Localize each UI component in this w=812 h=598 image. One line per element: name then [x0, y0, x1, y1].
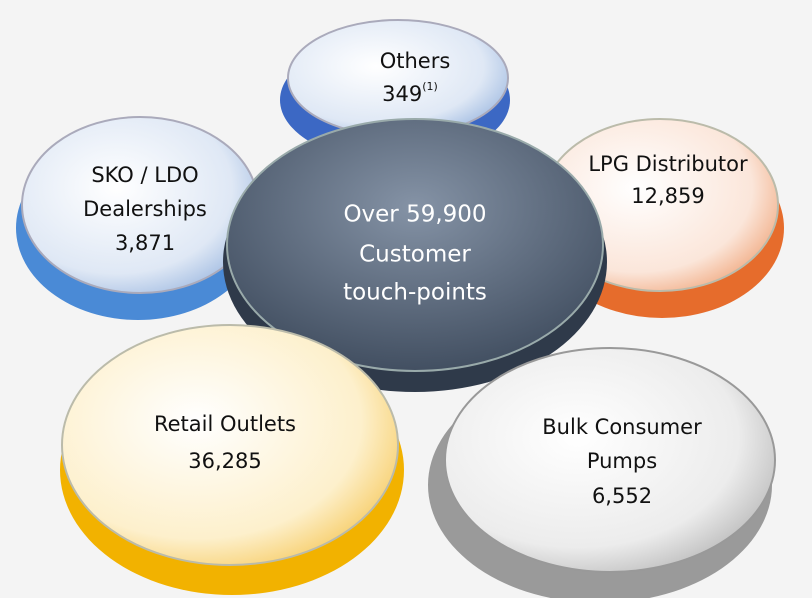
piece-bulk	[428, 348, 775, 598]
node-value: 36,285	[188, 449, 261, 473]
page: Others 349(1) LPG Distributor 12,859 SKO…	[0, 0, 812, 598]
diagram: Others 349(1) LPG Distributor 12,859 SKO…	[0, 0, 812, 598]
footnote: (1)	[422, 80, 438, 93]
node-label: Others	[380, 49, 451, 73]
node-value: 6,552	[592, 484, 652, 508]
node-label: Dealerships	[83, 197, 207, 221]
node-label: Retail Outlets	[154, 412, 296, 436]
node-label: SKO / LDO	[91, 163, 198, 187]
node-label: Bulk Consumer	[542, 415, 702, 439]
center-text: Customer	[359, 242, 471, 268]
center-text: Over 59,900	[343, 202, 486, 228]
node-label: Pumps	[587, 449, 657, 473]
node-value: 12,859	[631, 184, 704, 208]
node-label: LPG Distributor	[588, 152, 748, 176]
node-value: 3,871	[115, 231, 175, 255]
value: 349	[382, 82, 422, 106]
center-text: touch-points	[343, 280, 487, 306]
